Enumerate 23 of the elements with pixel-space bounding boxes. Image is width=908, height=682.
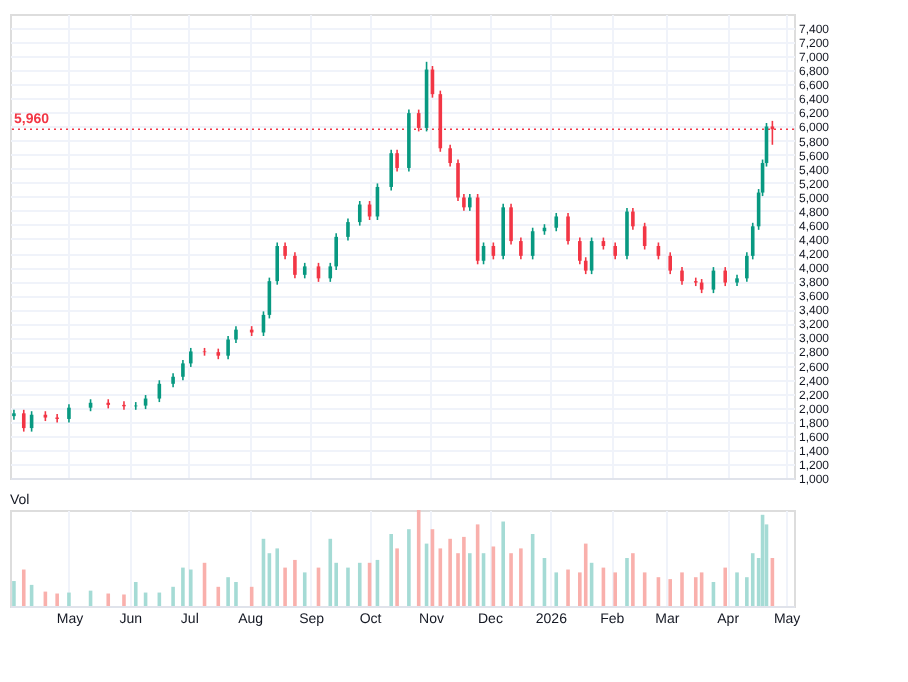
candlestick <box>519 236 523 261</box>
candlestick <box>448 143 452 168</box>
candlestick <box>188 347 193 368</box>
candlestick <box>509 203 513 246</box>
candlestick <box>181 359 185 382</box>
candlestick <box>578 236 582 266</box>
candlestick <box>106 398 111 410</box>
candlestick <box>293 251 297 280</box>
candlestick <box>554 212 559 233</box>
candlestick <box>566 212 570 246</box>
candlestick <box>625 207 629 261</box>
candlestick <box>693 276 698 287</box>
candlestick <box>723 266 728 287</box>
candlestick <box>668 251 673 275</box>
candlestick <box>357 200 362 227</box>
candlestick <box>67 403 71 424</box>
candlestick <box>275 241 280 286</box>
candlestick <box>631 207 635 231</box>
candlestick <box>21 409 26 433</box>
candlestick <box>389 148 393 192</box>
candlestick <box>346 217 350 242</box>
candlestick <box>395 148 399 173</box>
candlestick <box>226 335 230 360</box>
